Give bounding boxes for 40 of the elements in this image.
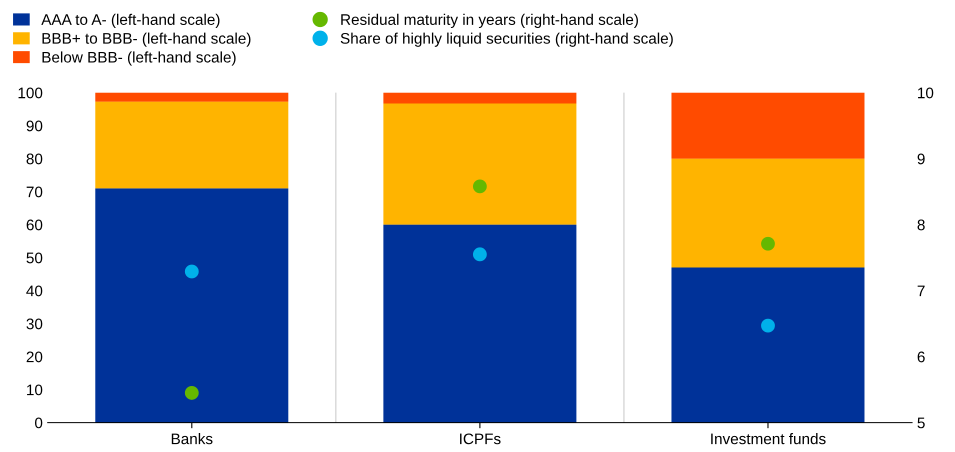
bar <box>95 188 288 423</box>
bar <box>671 92 864 159</box>
legend-label: BBB+ to BBB- (left-hand scale) <box>42 32 250 47</box>
y-tick-label: 30 <box>26 318 42 330</box>
y-tick-label: 0 <box>34 417 42 428</box>
bar <box>95 92 288 102</box>
y-tick-label: 40 <box>26 286 42 296</box>
y-tick-label: 60 <box>26 220 42 230</box>
y-tick-label: 20 <box>26 351 42 362</box>
y2-tick-label: 7 <box>918 286 925 296</box>
point <box>761 318 775 333</box>
bar <box>383 92 576 104</box>
legend-label: AAA to A- (left-hand scale) <box>41 14 220 28</box>
bar <box>95 102 288 188</box>
y2-tick-label: 10 <box>918 88 934 98</box>
y2-tick-label: 9 <box>918 154 925 164</box>
y-tick-label: 90 <box>26 120 42 132</box>
point <box>184 386 199 400</box>
x-tick-label: Investment funds <box>711 433 826 444</box>
legend-label: Below BBB- (left-hand scale) <box>42 51 236 66</box>
y-tick-label: 10 <box>27 384 42 396</box>
y2-tick-label: 5 <box>917 418 925 428</box>
y-tick-label: 50 <box>26 252 42 264</box>
bar <box>671 268 864 423</box>
x-tick-label: ICPFs <box>460 433 501 444</box>
x-tick-label: Banks <box>172 433 212 444</box>
y-tick-label: 80 <box>26 154 42 164</box>
point <box>472 179 487 194</box>
point <box>184 264 199 278</box>
bar <box>383 224 576 423</box>
point <box>761 236 775 251</box>
legend-label: Residual maturity in years (right-hand scale) <box>341 14 638 28</box>
point <box>472 247 487 262</box>
y-tick-label: 100 <box>18 88 42 98</box>
bar <box>671 158 864 268</box>
y2-tick-label: 6 <box>918 351 925 362</box>
y-tick-label: 70 <box>26 186 42 198</box>
y2-tick-label: 8 <box>918 220 925 230</box>
legend-label: Share of highly liquid securities (right-hand scale) <box>340 32 673 47</box>
bar <box>383 104 576 225</box>
